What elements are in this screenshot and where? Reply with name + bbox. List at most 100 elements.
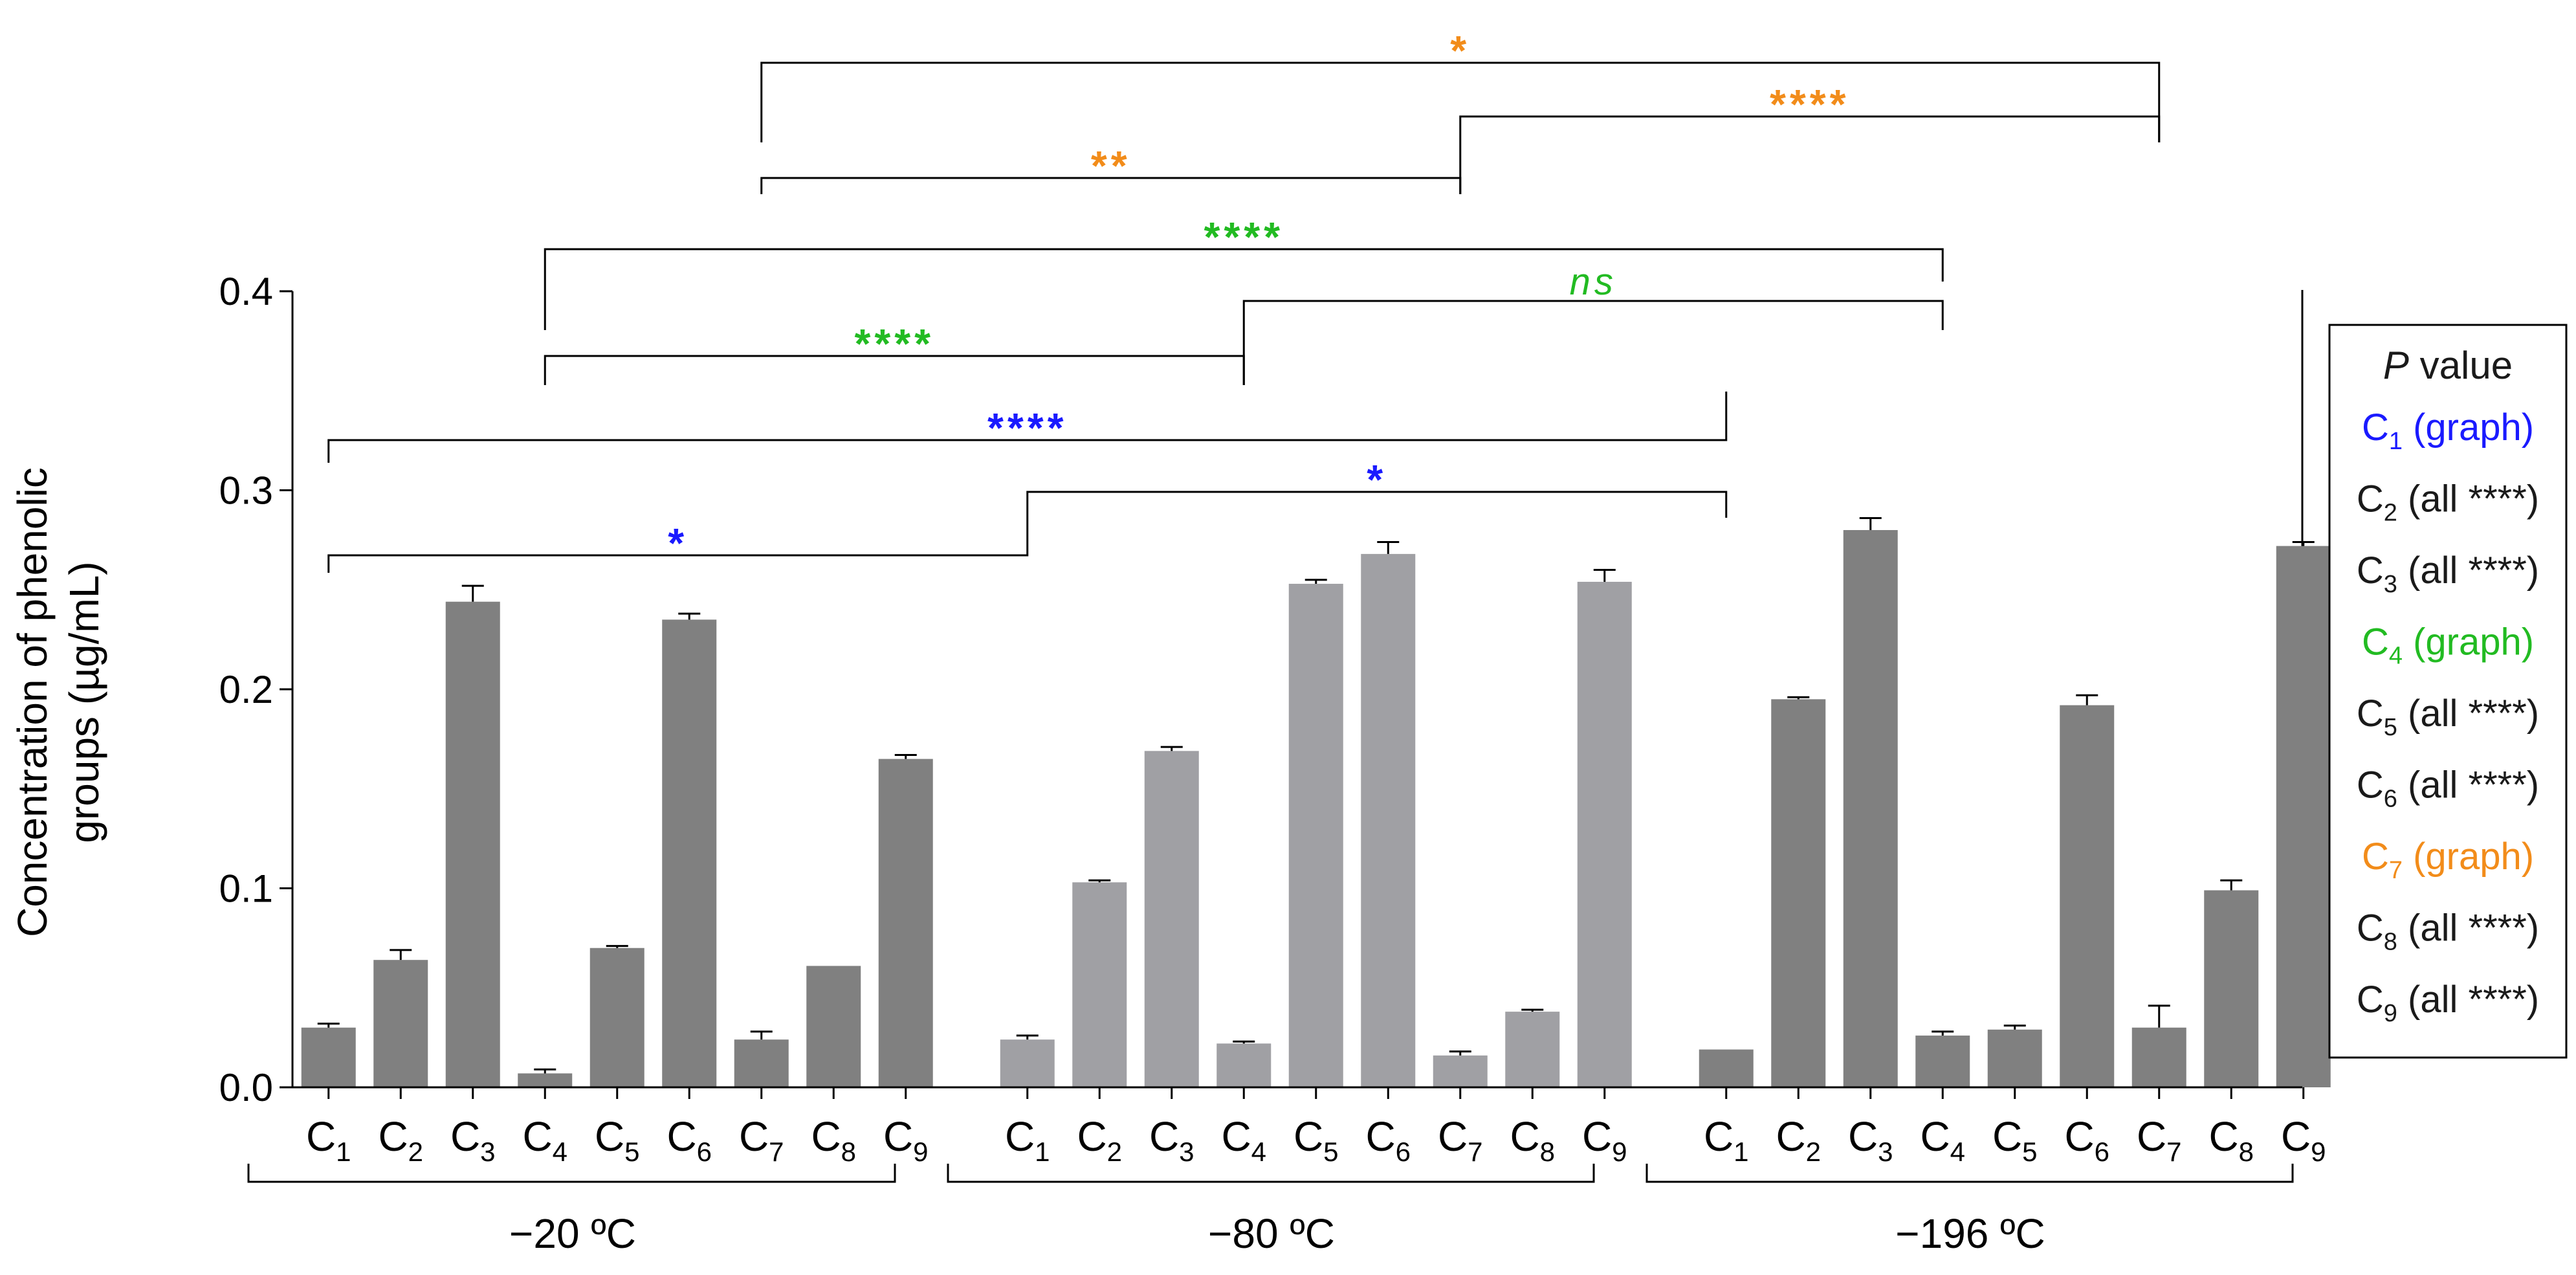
group-brace: [1646, 1164, 2294, 1183]
significance-label: *: [1450, 27, 1470, 74]
legend-entry: C1 (graph): [2362, 406, 2534, 455]
legend-entry-subscript: 6: [2384, 786, 2397, 813]
x-tick-label: C5: [595, 1113, 640, 1167]
x-tick-label-subscript: 2: [408, 1136, 423, 1167]
bar: [518, 1073, 573, 1087]
legend-entry-base: C: [2362, 836, 2389, 878]
bar: [1843, 530, 1898, 1087]
significance-bracket: [327, 518, 1029, 573]
legend-entry: C3 (all ****): [2357, 549, 2539, 598]
bar: [1699, 1049, 1754, 1087]
significance-label: ****: [854, 320, 934, 367]
x-tick-label-subscript: 1: [1035, 1136, 1050, 1167]
bar: [734, 1039, 789, 1087]
x-tick-label-base: C: [1077, 1113, 1106, 1160]
significance-label: ****: [1770, 81, 1850, 128]
x-tick-label-base: C: [1582, 1113, 1612, 1160]
bar: [445, 601, 500, 1087]
legend-entry-base: C: [2357, 764, 2384, 806]
y-tick-label: 0.1: [219, 867, 273, 911]
x-tick-label-subscript: 1: [1734, 1136, 1748, 1167]
bar: [1987, 1029, 2042, 1087]
legend-title-italic: P: [2383, 344, 2409, 387]
legend-entry-text: (all ****): [2397, 979, 2539, 1021]
x-tick-label-subscript: 5: [1323, 1136, 1338, 1167]
x-tick-label-subscript: 1: [336, 1136, 351, 1167]
x-tick-label-subscript: 9: [1612, 1136, 1627, 1167]
x-tick-label-subscript: 5: [2022, 1136, 2037, 1167]
x-tick-label: C2: [1776, 1113, 1821, 1167]
legend-entry-subscript: 9: [2384, 1000, 2397, 1027]
x-tick-label-base: C: [1149, 1113, 1179, 1160]
x-tick-label-subscript: 7: [1468, 1136, 1482, 1167]
bar: [1433, 1055, 1488, 1087]
legend-entry-subscript: 2: [2384, 500, 2397, 527]
legend-title-rest: value: [2409, 344, 2513, 387]
legend-entry-base: C: [2357, 478, 2384, 520]
x-tick-label-base: C: [595, 1113, 624, 1160]
group-label: −80 ºC: [1208, 1210, 1335, 1257]
x-tick-label: C1: [1704, 1113, 1749, 1167]
bar: [373, 960, 428, 1087]
y-tick-label: 0.3: [219, 469, 273, 513]
x-tick-label: C6: [2064, 1113, 2109, 1167]
x-tick-label: C6: [1365, 1113, 1411, 1167]
x-tick-label-base: C: [522, 1113, 552, 1160]
x-tick-label-base: C: [1704, 1113, 1734, 1160]
bar: [2060, 705, 2115, 1087]
x-tick-label: C9: [1582, 1113, 1627, 1167]
significance-bracket: [760, 61, 2161, 142]
legend-entry-base: C: [2362, 406, 2389, 449]
bar: [1771, 699, 1826, 1087]
x-tick-label: C5: [1992, 1113, 2038, 1167]
legend-entry: C8 (all ****): [2357, 907, 2539, 956]
x-tick-label-subscript: 8: [1540, 1136, 1555, 1167]
x-tick-label-subscript: 8: [2239, 1136, 2254, 1167]
x-tick-label-base: C: [306, 1113, 336, 1160]
legend-entry-text: (graph): [2403, 406, 2534, 449]
x-tick-label: C1: [1005, 1113, 1050, 1167]
x-tick-label-subscript: 8: [841, 1136, 856, 1167]
group-label: −20 ºC: [509, 1210, 636, 1257]
x-tick-label-subscript: 4: [553, 1136, 567, 1167]
x-tick-label: C2: [1077, 1113, 1122, 1167]
x-tick-label: C7: [2137, 1113, 2182, 1167]
x-tick-label-base: C: [2137, 1113, 2166, 1160]
y-axis: 0.0 0.1 0.2 0.3 0.4: [219, 270, 2304, 1109]
x-tick-label-subscript: 6: [697, 1136, 712, 1167]
significance-bracket: [327, 392, 1728, 463]
x-tick-label-subscript: 2: [1806, 1136, 1821, 1167]
legend-entry-text: (all ****): [2397, 478, 2539, 520]
x-tick-label: C5: [1294, 1113, 1339, 1167]
x-tick-label: C3: [1149, 1113, 1194, 1167]
legend-entry: C7 (graph): [2362, 836, 2534, 884]
legend-entry-subscript: 1: [2389, 428, 2403, 455]
x-tick-label-subscript: 7: [769, 1136, 784, 1167]
x-tick-label-subscript: 6: [1396, 1136, 1411, 1167]
x-tick-label: C4: [522, 1113, 567, 1167]
x-tick-label: C3: [450, 1113, 496, 1167]
x-tick-label-subscript: 7: [2166, 1136, 2181, 1167]
bar: [2204, 890, 2259, 1087]
x-tick-label-base: C: [450, 1113, 480, 1160]
legend-entry-subscript: 4: [2389, 643, 2403, 670]
x-tick-label-subscript: 4: [1950, 1136, 1965, 1167]
x-tick-label: C8: [811, 1113, 856, 1167]
group-label: −196 ºC: [1895, 1210, 2045, 1257]
y-axis-title-line-2: groups (µg/mL): [61, 561, 107, 843]
x-tick-label: C3: [1848, 1113, 1893, 1167]
bar: [1288, 584, 1343, 1087]
significance-bracket: [1242, 300, 1944, 385]
significance-label: *: [668, 520, 688, 566]
x-tick-label: C9: [883, 1113, 929, 1167]
x-tick-label-subscript: 6: [2095, 1136, 2109, 1167]
x-tick-label-base: C: [378, 1113, 408, 1160]
y-tick-label: 0.4: [219, 270, 273, 313]
x-tick-label-base: C: [2064, 1113, 2094, 1160]
significance-label: ****: [1204, 214, 1284, 260]
x-tick-label-subscript: 3: [1878, 1136, 1893, 1167]
x-tick-label-base: C: [666, 1113, 696, 1160]
legend-entry-subscript: 3: [2384, 571, 2397, 598]
significance-bracket: [1459, 115, 2161, 194]
